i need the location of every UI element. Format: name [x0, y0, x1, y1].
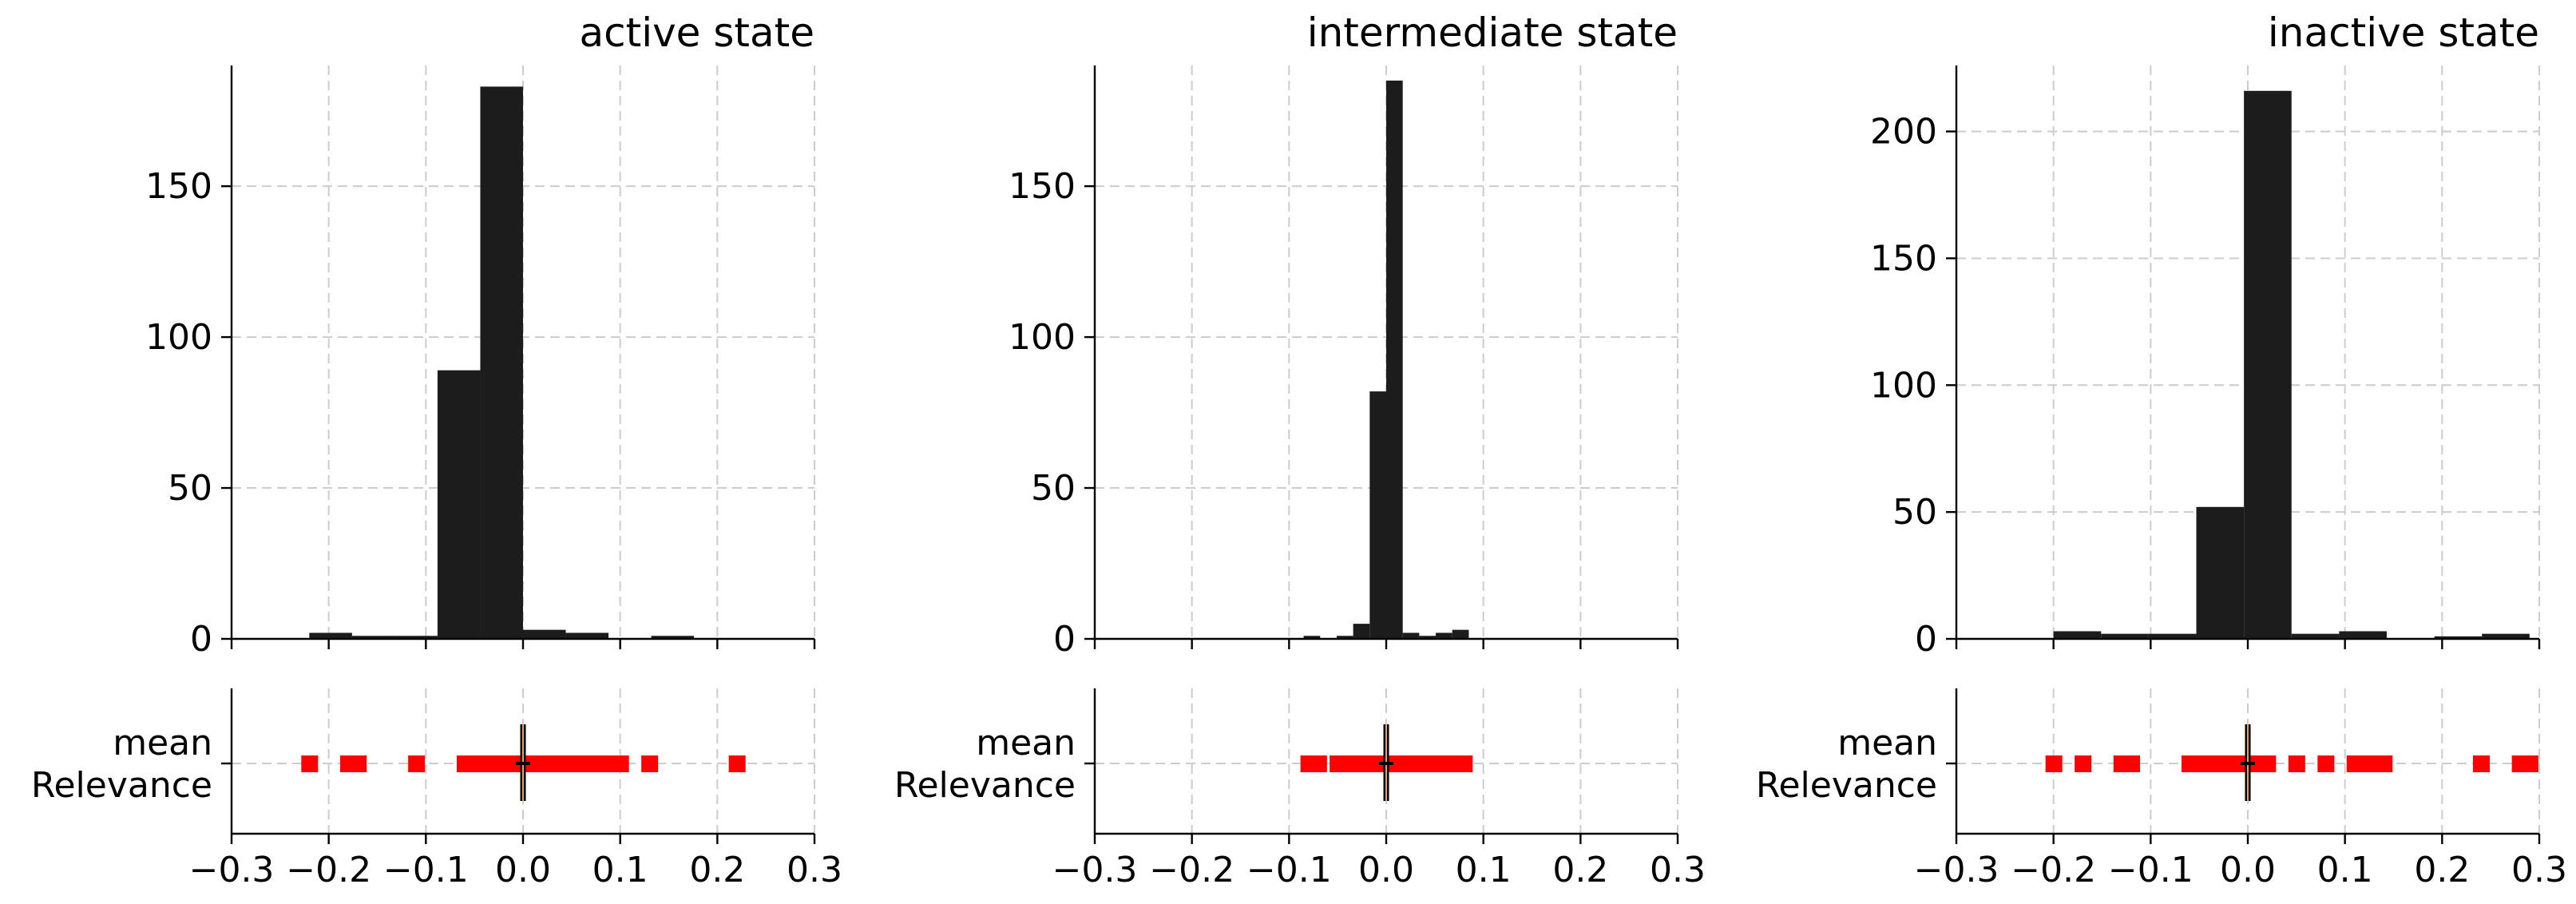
relevance-point	[2473, 755, 2490, 772]
relevance-point	[2376, 755, 2393, 772]
histogram-bar	[2196, 506, 2245, 639]
hist-y-tick-label: 150	[1870, 238, 1937, 279]
histogram-bar	[1303, 636, 1321, 639]
relevance-point	[2045, 755, 2063, 772]
strip-x-tick-label: 0.3	[787, 850, 842, 890]
strip-x-tick-label: 0.1	[2317, 850, 2373, 890]
histogram-bar	[2244, 90, 2292, 640]
histogram-bar	[2053, 631, 2102, 639]
strip-x-tick-label: 0.3	[2511, 850, 2567, 890]
panel-title: intermediate state	[1307, 10, 1678, 56]
strip-x-tick-label: −0.2	[2011, 850, 2096, 890]
histogram-bar	[1402, 632, 1420, 639]
relevance-point	[641, 755, 659, 772]
strip-x-tick-label: −0.3	[189, 850, 275, 890]
strip-x-tick-label: 0.2	[689, 850, 745, 890]
histogram-bar	[480, 86, 523, 639]
relevance-point	[2123, 755, 2140, 772]
hist-y-tick-label: 200	[1870, 112, 1937, 153]
relevance-point	[350, 755, 367, 772]
histogram-bar	[2291, 633, 2340, 639]
strip-y-label-mean: mean	[976, 723, 1076, 763]
hist-y-tick-label: 150	[1009, 166, 1076, 207]
hist-y-tick-label: 100	[1009, 317, 1076, 358]
relevance-point	[2075, 755, 2092, 772]
hist-y-tick-label: 100	[1870, 365, 1937, 406]
strip-x-tick-label: 0.0	[495, 850, 551, 890]
hist-y-tick-label: 150	[145, 166, 212, 207]
histogram-bar	[1369, 391, 1386, 639]
relevance-point	[2317, 755, 2335, 772]
relevance-point	[2521, 755, 2538, 772]
hist-y-tick-label: 0	[190, 619, 212, 660]
strip-x-tick-label: 0.0	[1358, 850, 1414, 890]
strip-y-label-relevance: Relevance	[894, 765, 1076, 806]
hist-y-tick-label: 100	[145, 317, 212, 358]
strip-x-tick-label: −0.3	[1052, 850, 1138, 890]
histogram-bar	[1336, 636, 1353, 639]
strip-x-tick-label: −0.2	[1149, 850, 1234, 890]
strip-x-tick-label: −0.1	[1246, 850, 1332, 890]
histogram-bar	[1386, 80, 1403, 640]
histogram-bar	[1452, 629, 1469, 639]
histogram-bar	[2482, 633, 2530, 639]
panel-title: inactive state	[2268, 10, 2539, 56]
relevance-point	[728, 755, 746, 772]
strip-x-tick-label: 0.1	[1456, 850, 1512, 890]
histogram-bar	[1419, 636, 1437, 639]
relevance-point	[1310, 755, 1327, 772]
histogram-bar	[651, 636, 695, 639]
histogram-bar	[437, 370, 481, 639]
strip-x-tick-label: 0.2	[2414, 850, 2470, 890]
strip-y-label-mean: mean	[1837, 723, 1937, 763]
histogram-bar	[394, 636, 438, 639]
strip-y-label-relevance: Relevance	[1756, 765, 1937, 806]
histogram-bar	[1353, 624, 1370, 639]
strip-x-tick-label: −0.1	[2108, 850, 2194, 890]
strip-x-tick-label: −0.1	[383, 850, 469, 890]
strip-x-tick-label: 0.0	[2220, 850, 2276, 890]
strip-x-tick-label: −0.2	[286, 850, 371, 890]
hist-y-tick-label: 50	[168, 468, 212, 509]
relevance-point	[2288, 755, 2305, 772]
hist-y-tick-label: 0	[1915, 619, 1937, 660]
hist-y-tick-label: 50	[1892, 492, 1937, 533]
panel-title: active state	[579, 10, 814, 56]
relevance-point	[1456, 755, 1473, 772]
strip-y-label-relevance: Relevance	[31, 765, 212, 806]
strip-y-label-mean: mean	[113, 723, 212, 763]
histogram-bar	[1436, 632, 1452, 639]
histogram-bar	[2101, 633, 2149, 639]
histogram-bar	[2148, 633, 2197, 639]
strip-x-tick-label: −0.3	[1914, 850, 1999, 890]
relevance-point	[2259, 755, 2277, 772]
hist-y-tick-label: 50	[1031, 468, 1076, 509]
histogram-bar	[351, 636, 395, 639]
histogram-bar	[2339, 631, 2387, 639]
strip-x-tick-label: 0.3	[1650, 850, 1706, 890]
strip-x-tick-label: 0.2	[1552, 850, 1608, 890]
strip-x-tick-label: 0.1	[592, 850, 648, 890]
relevance-point	[408, 755, 426, 772]
panel-2: 0 50 100 150 intermediate state meanRelevance…	[894, 10, 1706, 890]
hist-y-tick-label: 0	[1053, 619, 1076, 660]
histogram-bar	[2434, 636, 2483, 639]
histogram-bar	[565, 632, 609, 639]
relevance-point	[612, 755, 629, 772]
histogram-bar	[523, 629, 566, 639]
relevance-point	[301, 755, 319, 772]
histogram-bar	[309, 632, 352, 639]
